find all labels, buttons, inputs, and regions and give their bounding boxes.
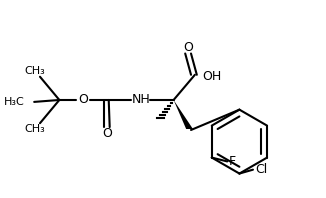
Text: O: O	[79, 93, 88, 107]
Text: Cl: Cl	[256, 163, 268, 176]
Polygon shape	[173, 100, 193, 129]
Text: NH: NH	[131, 92, 150, 106]
Text: O: O	[183, 41, 193, 54]
Text: CH₃: CH₃	[25, 124, 46, 134]
Text: F: F	[229, 155, 236, 168]
Text: OH: OH	[203, 70, 222, 83]
Text: H₃C: H₃C	[4, 97, 24, 107]
Text: O: O	[102, 127, 112, 140]
Text: CH₃: CH₃	[25, 66, 46, 76]
